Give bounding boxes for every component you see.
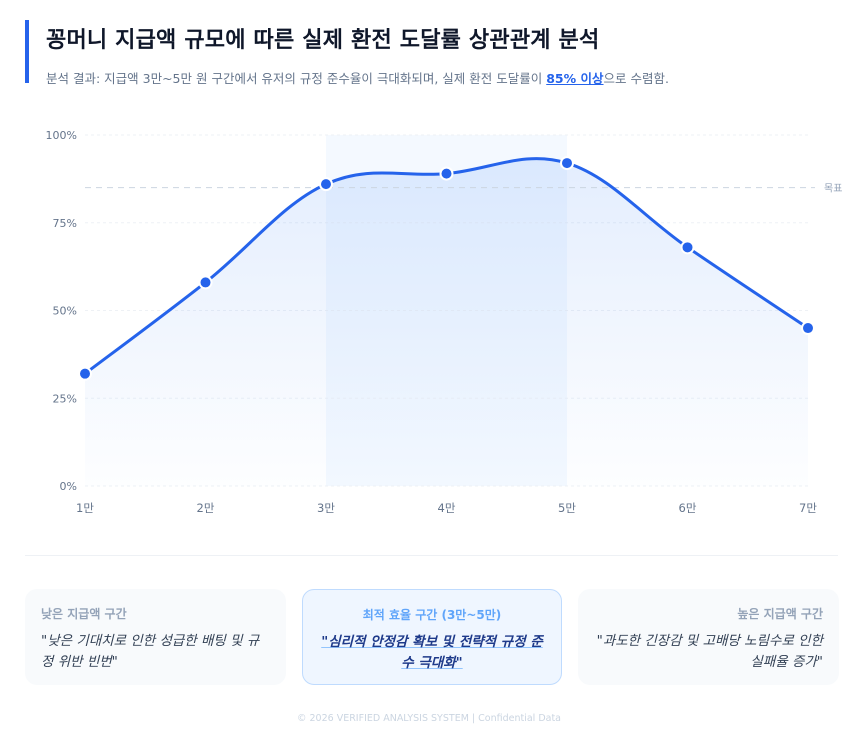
card-quote: "심리적 안정감 확보 및 전략적 규정 준수 극대화" — [321, 634, 543, 671]
card-label: 최적 효율 구간 (3만~5만) — [362, 608, 502, 622]
data-point — [198, 275, 213, 290]
card-low-amount: 낮은 지급액 구간 "낮은 기대치로 인한 성급한 배팅 및 규정 위반 빈번" — [25, 589, 286, 685]
data-point — [560, 156, 574, 171]
y-tick-label: 75% — [53, 217, 77, 230]
x-tick-label: 5만 — [558, 501, 576, 515]
card-label: 낮은 지급액 구간 — [41, 607, 127, 621]
summary-text-end: 으로 수렴함. — [603, 71, 669, 86]
area-fill — [85, 158, 808, 486]
x-tick-label: 3만 — [317, 501, 335, 515]
data-point — [319, 177, 333, 192]
card-label: 높은 지급액 구간 — [737, 607, 823, 621]
summary-highlight: 85% 이상 — [546, 71, 604, 86]
data-point — [439, 166, 454, 181]
x-tick-label: 1만 — [76, 501, 94, 515]
insight-cards: 낮은 지급액 구간 "낮은 기대치로 인한 성급한 배팅 및 규정 위반 빈번"… — [25, 589, 839, 687]
data-point — [78, 366, 92, 381]
analysis-summary: 분석 결과: 지급액 3만~5만 원 구간에서 유저의 규정 준수율이 극대화되… — [46, 68, 669, 87]
data-point — [680, 240, 695, 255]
target-line-label: 목표 — [824, 183, 842, 195]
x-tick-label: 6만 — [679, 501, 697, 515]
chart-canvas: 0% 25% 50% 75% 100% 목표 1만 2만 3만 4만 5만 6만 7만 — [46, 129, 843, 515]
line-chart: 0% 25% 50% 75% 100% 목표 1만 2만 3만 4만 5만 6만 7만 — [0, 110, 858, 530]
x-tick-label: 2만 — [197, 501, 215, 515]
footer-note: © 2026 VERIFIED ANALYSIS SYSTEM | Confid… — [296, 713, 562, 724]
x-tick-label: 4만 — [438, 501, 456, 515]
data-point — [801, 321, 815, 336]
card-quote: "낮은 기대치로 인한 성급한 배팅 및 규정 위반 빈번" — [41, 633, 260, 670]
section-divider — [25, 555, 838, 556]
page-title: 꽁머니 지급액 규모에 따른 실제 환전 도달률 상관관계 분석 — [46, 28, 600, 53]
x-tick-label: 7만 — [799, 501, 817, 515]
y-tick-label: 25% — [53, 392, 77, 405]
summary-text: 분석 결과: 지급액 3만~5만 원 구간에서 유저의 규정 준수율이 극대화되… — [46, 71, 547, 86]
card-quote: "과도한 긴장감 및 고배당 노림수로 인한 실패율 증가" — [596, 633, 823, 670]
card-optimal-range: 최적 효율 구간 (3만~5만) "심리적 안정감 확보 및 전략적 규정 준수… — [302, 589, 562, 685]
report-header: 꽁머니 지급액 규모에 따른 실제 환전 도달률 상관관계 분석 분석 결과: … — [25, 20, 669, 86]
y-tick-label: 0% — [60, 480, 77, 493]
y-tick-label: 50% — [53, 305, 77, 318]
y-tick-label: 100% — [46, 129, 77, 142]
card-high-amount: 높은 지급액 구간 "과도한 긴장감 및 고배당 노림수로 인한 실패율 증가" — [578, 589, 839, 685]
